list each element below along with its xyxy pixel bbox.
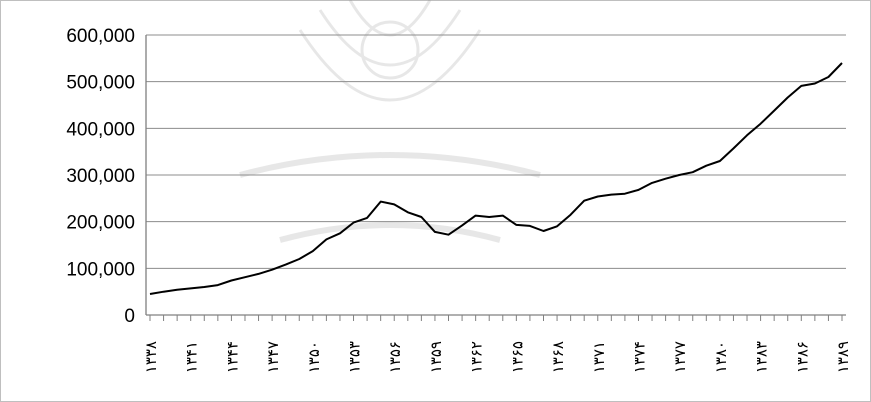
x-axis — [145, 35, 846, 321]
x-tick-label: ۱۳۵۶ — [386, 341, 404, 373]
x-tick-label: ۱۳۸۳ — [753, 341, 771, 373]
y-axis-ticks: 0 100,000 200,000 300,000 400,000 500,000 600,… — [66, 26, 135, 327]
x-tick-label: ۱۳۶۲ — [468, 341, 486, 373]
x-tick-label: ۱۳۵۰ — [305, 341, 323, 373]
y-tick-label: 200,000 — [66, 213, 135, 234]
x-tick-label: ۱۳۴۱ — [183, 341, 201, 373]
y-tick-label: 500,000 — [66, 73, 135, 94]
x-tick-label: ۱۳۸۰ — [712, 341, 730, 373]
x-tick-label: ۱۳۷۱ — [590, 341, 608, 373]
y-tick-label: 300,000 — [66, 166, 135, 187]
x-tick-label: ۱۳۶۸ — [549, 341, 567, 373]
x-tick-label: ۱۳۴۷ — [264, 341, 282, 373]
y-tick-label: 600,000 — [66, 26, 135, 47]
x-tick-label: ۱۳۶۵ — [508, 341, 526, 373]
x-tick-label: ۱۳۴۴ — [223, 341, 241, 373]
x-tick-label: ۱۳۸۹ — [834, 341, 852, 373]
x-tick-label: ۱۳۷۴ — [630, 341, 648, 373]
y-tick-label: 400,000 — [66, 119, 135, 140]
y-tick-label: 100,000 — [66, 259, 135, 280]
series-group — [149, 62, 843, 295]
x-tick-label: ۱۳۳۸ — [142, 341, 160, 373]
x-tick-label: ۱۳۵۳ — [346, 341, 364, 373]
x-tick-label: ۱۳۸۶ — [793, 341, 811, 373]
x-tick-label: ۱۳۷۷ — [671, 341, 689, 373]
x-axis-ticks: ۱۳۳۸ ۱۳۴۱ ۱۳۴۴ ۱۳۴۷ ۱۳۵۰ ۱۳۵۳ ۱۳۵۶ ۱۳۵۹ ۱۳۶۲ ۱۳۶۵… — [142, 341, 852, 373]
y-tick-label: 0 — [124, 306, 135, 327]
x-tick-label: ۱۳۵۹ — [427, 341, 445, 373]
watermark-logo — [239, 0, 541, 243]
series-line — [149, 62, 843, 295]
gridlines — [146, 34, 846, 269]
